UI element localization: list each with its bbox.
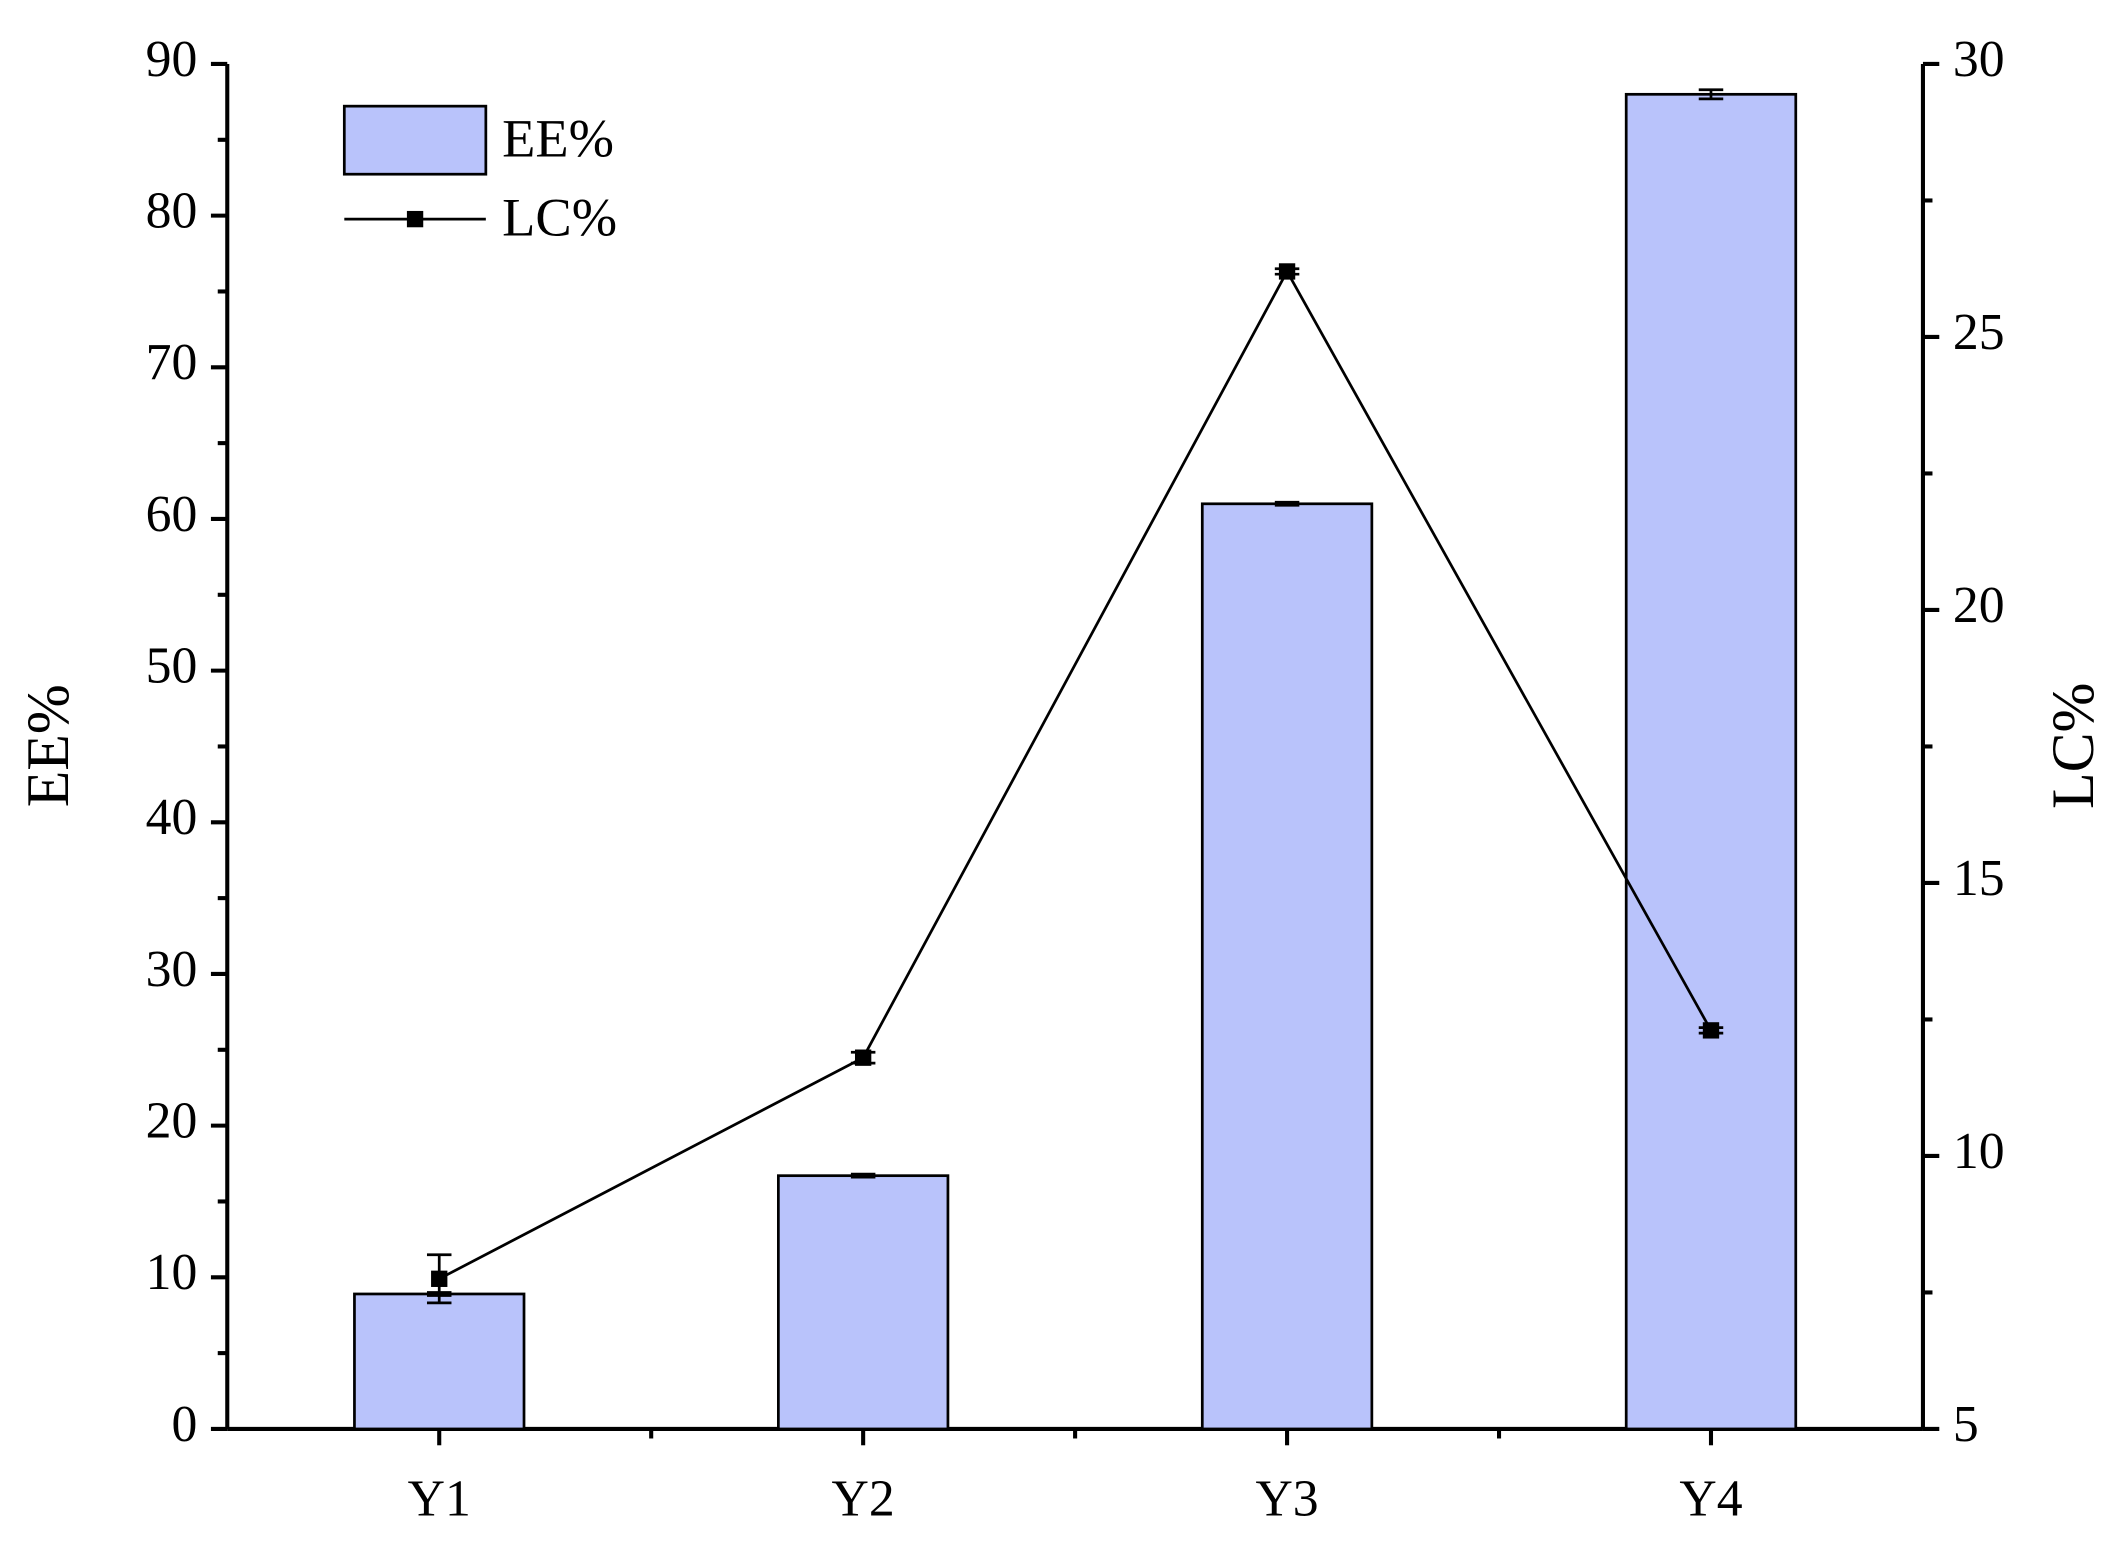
y-tick-label: 40 [146, 789, 198, 846]
y-tick-label: 50 [146, 637, 198, 694]
bar [1624, 92, 1798, 1431]
x-tick-label: Y4 [1679, 1471, 1742, 1528]
marker [431, 1270, 448, 1287]
legend-marker [406, 210, 424, 228]
error-bar [850, 1172, 876, 1179]
bar [353, 1292, 526, 1431]
y-tick-label: 20 [146, 1092, 198, 1149]
marker [1278, 263, 1296, 280]
y-tick-label: 90 [146, 31, 198, 88]
x-tick-label: Y1 [408, 1471, 471, 1528]
marker [854, 1049, 872, 1066]
error-bar [1274, 500, 1300, 507]
y2-tick-label: 20 [1953, 577, 2005, 634]
line [438, 268, 1713, 1281]
y-axis-label: EE% [15, 684, 81, 807]
x-tick-label: Y2 [832, 1471, 895, 1528]
legend-swatch [342, 104, 488, 176]
y2-tick-label: 10 [1953, 1123, 2005, 1180]
x-tick-label: Y3 [1255, 1471, 1318, 1528]
legend-label: LC% [502, 187, 617, 248]
bar [777, 1174, 950, 1431]
y2-tick-label: 5 [1953, 1396, 1979, 1453]
y-tick-label: 10 [146, 1244, 198, 1301]
y2-tick-label: 15 [1953, 850, 2005, 907]
y-tick-label: 80 [146, 182, 198, 239]
bar [1200, 502, 1374, 1431]
y-tick-label: 60 [146, 486, 198, 543]
y-tick-label: 70 [146, 334, 198, 391]
y2-axis-label: LC% [2040, 683, 2106, 809]
legend-label: EE% [502, 108, 614, 169]
marker [1702, 1022, 1720, 1039]
error-bar [1698, 88, 1724, 101]
y2-tick-label: 25 [1953, 304, 2005, 361]
y-tick-label: 30 [146, 941, 198, 998]
y-tick-label: 0 [171, 1396, 197, 1453]
y2-tick-label: 30 [1953, 31, 2005, 88]
